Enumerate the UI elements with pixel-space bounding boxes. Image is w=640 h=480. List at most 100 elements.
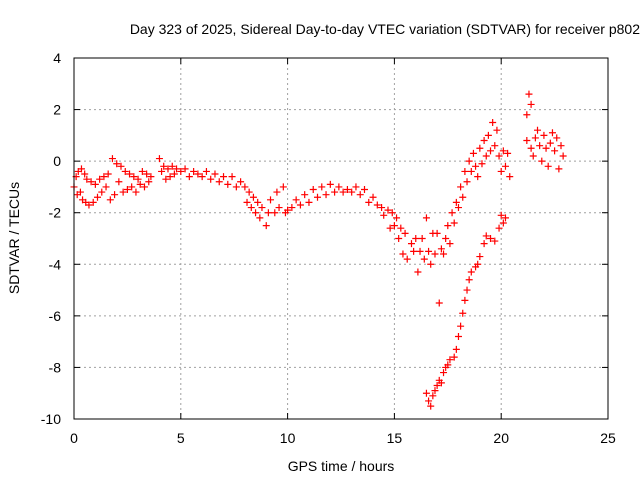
data-point	[469, 149, 477, 157]
data-point	[173, 165, 181, 173]
data-point	[437, 379, 445, 387]
data-point	[305, 198, 313, 206]
y-tick-label: 0	[53, 153, 61, 169]
data-point	[427, 260, 435, 268]
data-point	[177, 167, 185, 175]
data-point	[378, 204, 386, 212]
data-point	[331, 188, 339, 196]
data-point	[284, 206, 292, 214]
data-point	[202, 167, 210, 175]
data-point	[271, 209, 279, 217]
data-point	[318, 183, 326, 191]
y-tick-label: 4	[53, 50, 61, 66]
data-point	[252, 209, 260, 217]
data-point	[138, 167, 146, 175]
data-point	[301, 191, 309, 199]
data-point	[93, 193, 101, 201]
data-point	[493, 126, 501, 134]
data-point	[395, 235, 403, 242]
data-point	[487, 147, 495, 155]
data-point	[111, 191, 119, 199]
data-point	[442, 235, 450, 242]
data-point	[170, 170, 178, 178]
y-tick-label: -6	[49, 308, 62, 324]
data-point	[326, 180, 334, 188]
data-point	[245, 188, 253, 196]
data-point	[440, 369, 448, 377]
data-point	[314, 193, 322, 201]
data-point	[98, 188, 106, 196]
data-point	[258, 204, 266, 212]
data-point	[482, 152, 490, 160]
data-point	[356, 191, 364, 199]
data-point	[467, 167, 475, 175]
data-point	[296, 201, 304, 209]
data-point	[360, 186, 368, 194]
data-point	[384, 206, 392, 214]
data-point	[476, 144, 484, 152]
data-point	[158, 167, 166, 175]
data-point	[386, 224, 394, 232]
chart-title: Day 323 of 2025, Sidereal Day-to-day VTE…	[130, 21, 640, 37]
data-point	[388, 209, 396, 217]
data-point	[534, 126, 542, 134]
data-point	[553, 134, 561, 142]
data-point	[237, 178, 245, 186]
data-point	[194, 170, 202, 178]
data-point	[264, 209, 272, 217]
data-point	[525, 90, 533, 98]
data-point	[241, 183, 249, 191]
data-point	[551, 147, 559, 155]
data-point	[249, 193, 257, 201]
data-point	[459, 309, 467, 317]
data-point	[373, 201, 381, 209]
y-tick-label: -8	[49, 359, 62, 375]
data-point	[444, 222, 452, 230]
data-point	[267, 196, 275, 204]
data-point	[85, 201, 93, 209]
data-point	[499, 219, 507, 227]
data-point	[132, 188, 140, 196]
data-point	[83, 175, 91, 183]
data-point	[292, 196, 300, 204]
data-point	[143, 170, 151, 178]
data-point	[410, 247, 418, 255]
data-point	[431, 250, 439, 258]
y-tick-labels: -10 -8 -6 -4 -2 0 2 4	[41, 50, 61, 427]
data-point	[465, 157, 473, 165]
data-point	[461, 296, 469, 304]
data-point	[397, 224, 405, 232]
data-point	[102, 183, 110, 191]
data-point	[474, 260, 482, 268]
data-point	[457, 322, 465, 330]
data-point	[220, 173, 228, 181]
data-point	[491, 237, 499, 245]
data-point	[429, 392, 437, 400]
data-point	[457, 183, 465, 191]
data-point	[459, 193, 467, 201]
data-point	[256, 214, 264, 222]
data-point	[472, 162, 480, 170]
data-point	[147, 173, 155, 181]
data-point	[288, 204, 296, 212]
data-point	[418, 235, 426, 242]
data-point	[181, 165, 189, 173]
data-point	[407, 240, 415, 248]
data-point	[480, 137, 488, 145]
data-point	[495, 224, 503, 232]
data-point	[412, 235, 420, 242]
data-point	[480, 240, 488, 248]
data-point	[343, 186, 351, 194]
data-point	[414, 268, 422, 276]
data-point	[555, 165, 563, 173]
data-point	[115, 178, 123, 186]
data-point	[454, 204, 462, 212]
data-point	[96, 175, 104, 183]
data-point	[224, 180, 232, 188]
data-point	[548, 129, 556, 137]
x-tick-label: 15	[387, 430, 403, 446]
data-point	[390, 222, 398, 230]
data-point	[501, 214, 509, 222]
data-point	[399, 250, 407, 258]
data-points	[70, 90, 567, 410]
